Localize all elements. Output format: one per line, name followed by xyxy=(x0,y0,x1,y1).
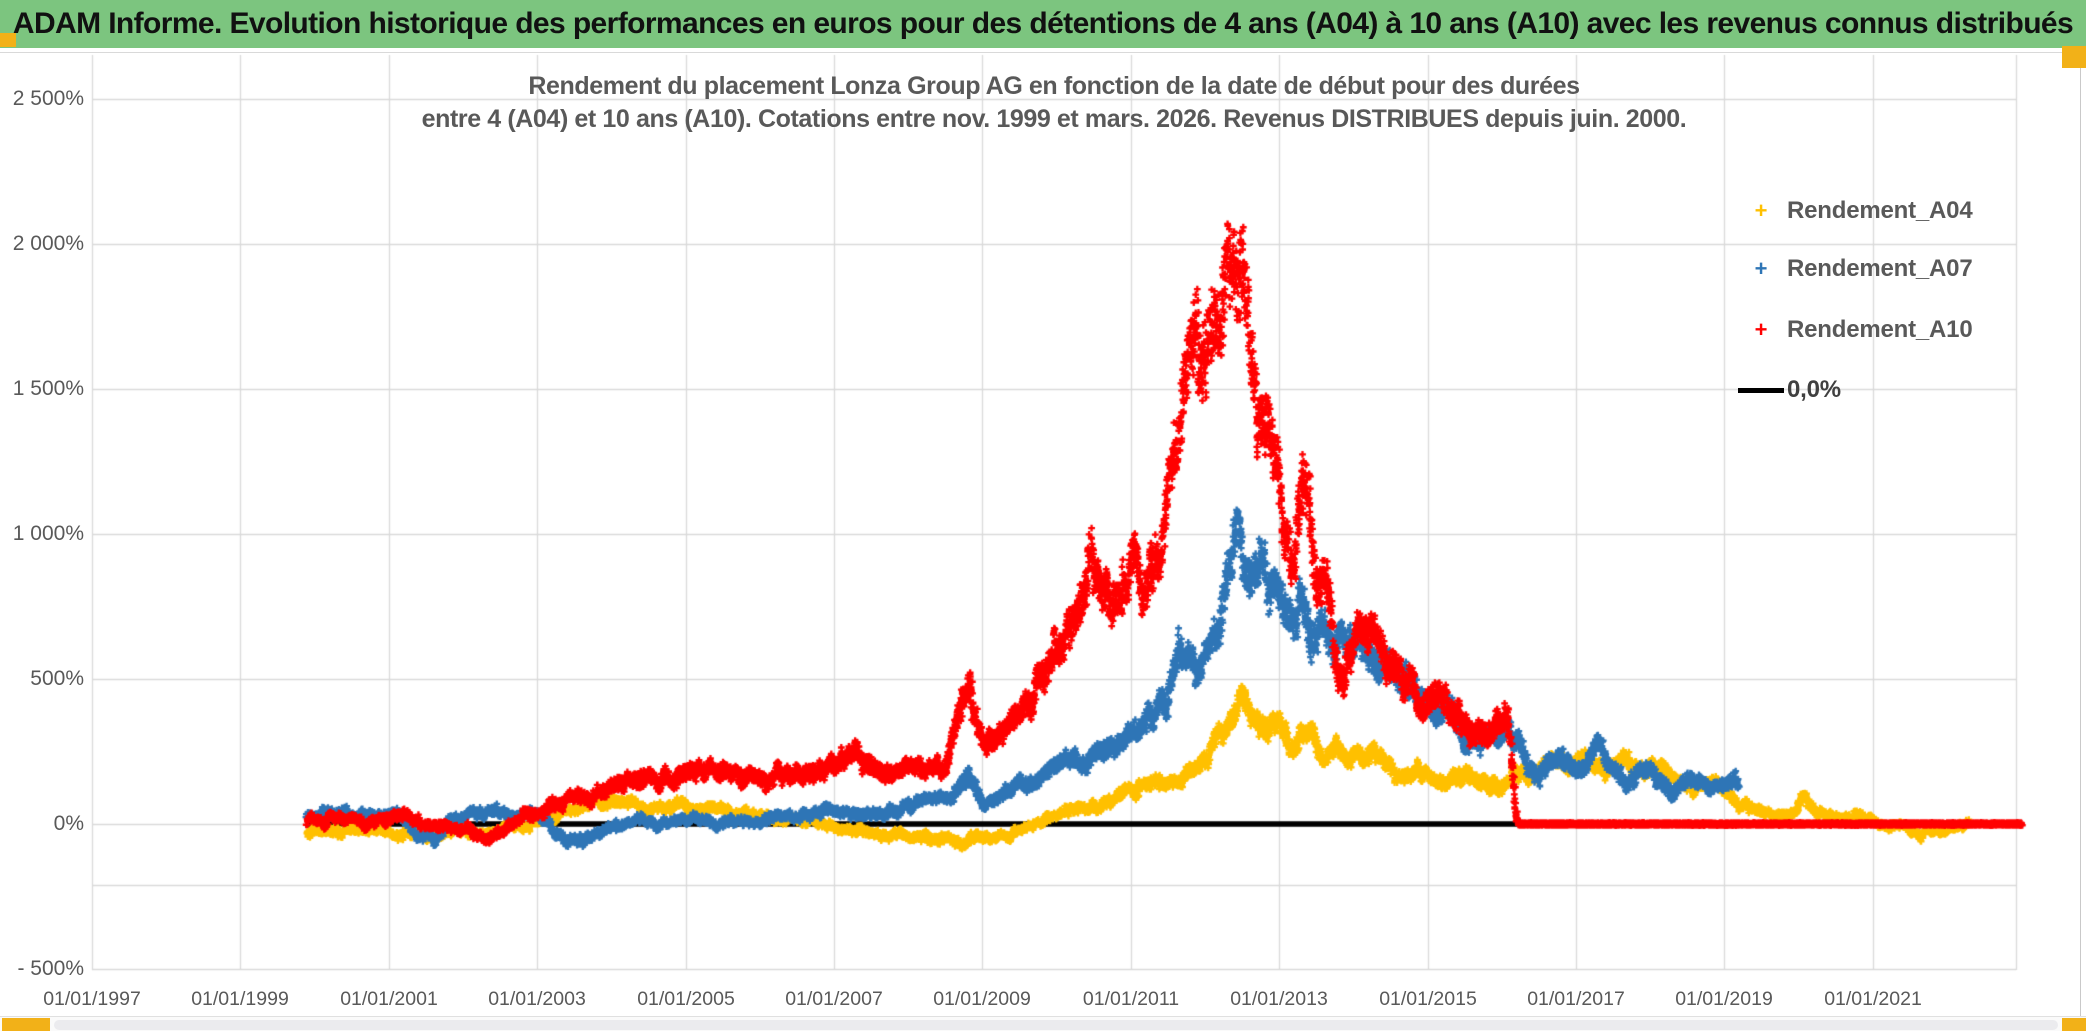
x-axis-label-1999: 01/01/1999 xyxy=(191,988,289,1010)
y-axis-label-neg500: - 500% xyxy=(17,957,84,980)
header-title: ADAM Informe. Evolution historique des p… xyxy=(12,7,2074,40)
x-axis-label-1997: 01/01/1997 xyxy=(43,988,141,1010)
chart-title-line2: entre 4 (A04) et 10 ans (A10). Cotations… xyxy=(421,105,1687,133)
plus-marker-icon: + xyxy=(1754,198,1768,223)
legend-label: 0,0% xyxy=(1787,376,1841,403)
chart-title-line1: Rendement du placement Lonza Group AG en… xyxy=(528,72,1580,100)
y-axis-label-500: 500% xyxy=(30,667,84,690)
legend-item-a07[interactable]: + Rendement_A07 xyxy=(1735,254,1973,284)
frame-top-border xyxy=(0,52,2062,53)
y-axis-label-0: 0% xyxy=(53,812,84,835)
gold-corner-bottom-left xyxy=(2,1018,50,1031)
x-axis-label-2007: 01/01/2007 xyxy=(785,988,883,1010)
plus-marker-icon: + xyxy=(1754,317,1768,342)
frame-right-border xyxy=(2080,48,2081,1016)
y-axis-label-1000: 1 000% xyxy=(12,522,84,545)
x-axis-label-2003: 01/01/2003 xyxy=(488,988,586,1010)
x-axis-label-2009: 01/01/2009 xyxy=(933,988,1031,1010)
header-banner: ADAM Informe. Evolution historique des p… xyxy=(0,0,2086,48)
zero-line-swatch-icon xyxy=(1738,387,1784,393)
legend-item-zero[interactable]: 0,0% xyxy=(1735,375,1841,405)
legend-label: Rendement_A04 xyxy=(1787,197,1973,224)
legend-label: Rendement_A07 xyxy=(1787,255,1973,282)
x-axis-label-2021: 01/01/2021 xyxy=(1824,988,1922,1010)
legend-item-a04[interactable]: + Rendement_A04 xyxy=(1735,196,1973,226)
y-axis-label-1500: 1 500% xyxy=(12,377,84,400)
x-axis-label-2019: 01/01/2019 xyxy=(1675,988,1773,1010)
plus-marker-icon: + xyxy=(1754,256,1768,281)
gold-corner-top-right xyxy=(2062,46,2086,68)
x-axis-label-2001: 01/01/2001 xyxy=(340,988,438,1010)
gold-corner-bottom-right xyxy=(2062,1018,2086,1031)
bottom-scroll-track[interactable] xyxy=(54,1020,2058,1030)
gold-corner-top-left xyxy=(0,33,16,47)
legend-item-a10[interactable]: + Rendement_A10 xyxy=(1735,315,1973,345)
y-axis-label-2000: 2 000% xyxy=(12,232,84,255)
x-axis-label-2017: 01/01/2017 xyxy=(1527,988,1625,1010)
x-axis-label-2011: 01/01/2011 xyxy=(1082,988,1180,1010)
legend-label: Rendement_A10 xyxy=(1787,316,1973,343)
x-axis-label-2015: 01/01/2015 xyxy=(1379,988,1477,1010)
x-axis-label-2013: 01/01/2013 xyxy=(1230,988,1328,1010)
x-axis-label-2005: 01/01/2005 xyxy=(637,988,735,1010)
y-axis-label-2500: 2 500% xyxy=(12,87,84,110)
